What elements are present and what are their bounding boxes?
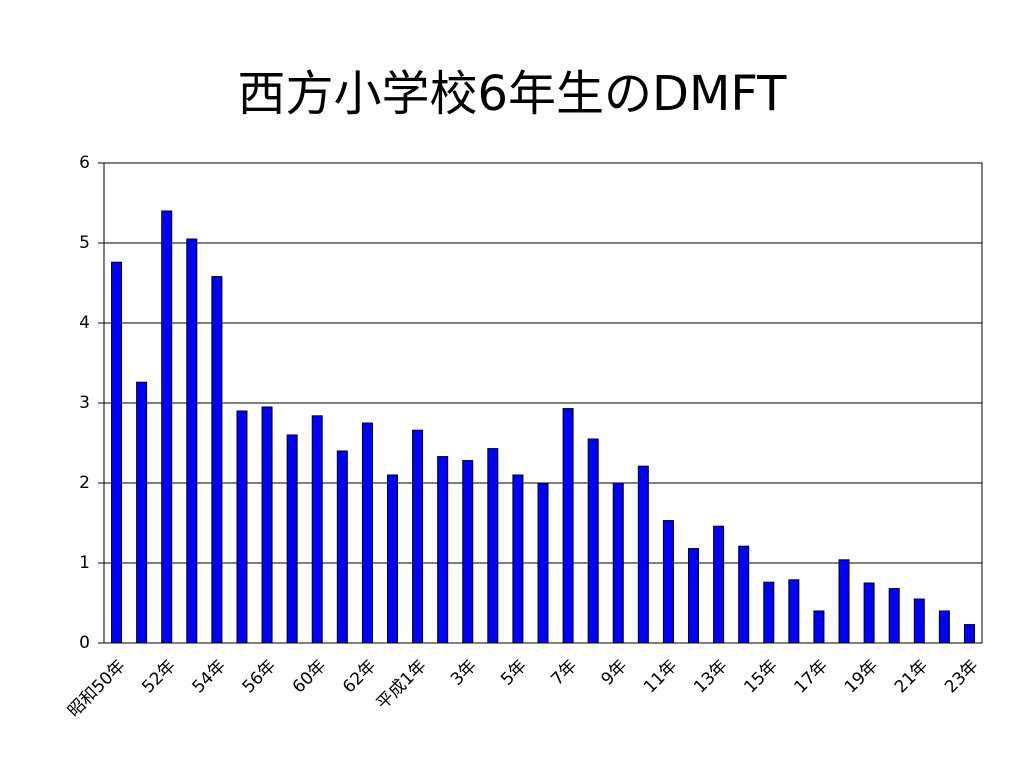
- bar: [186, 238, 198, 644]
- x-tick-label: 9年: [598, 656, 632, 690]
- bar: [713, 525, 725, 644]
- y-tick-label: 1: [79, 553, 90, 573]
- x-tick-label: 52年: [138, 656, 179, 697]
- x-tick-label: 56年: [239, 656, 280, 697]
- chart-title: 西方小学校6年生のDMFT: [237, 66, 787, 122]
- bar: [487, 448, 499, 644]
- bar: [738, 545, 750, 644]
- y-tick-label: 0: [79, 633, 90, 653]
- bar: [311, 415, 323, 644]
- bar: [412, 429, 424, 644]
- y-tick-label: 6: [79, 153, 90, 173]
- bar: [938, 610, 950, 644]
- bar: [612, 482, 624, 644]
- bar: [386, 474, 398, 644]
- x-tick-label: 62年: [339, 656, 380, 697]
- bar: [336, 450, 348, 644]
- x-tick-label: 13年: [690, 656, 731, 697]
- bar: [562, 408, 574, 644]
- x-tick-label: 23年: [941, 656, 982, 697]
- x-tick-label: 60年: [289, 656, 330, 697]
- bar: [838, 559, 850, 644]
- bar: [261, 406, 273, 644]
- bar: [688, 548, 700, 644]
- x-tick-label: 7年: [547, 656, 581, 690]
- bar: [863, 582, 875, 644]
- x-tick-label: 11年: [640, 656, 681, 697]
- bar: [913, 598, 925, 644]
- bar: [437, 456, 449, 644]
- y-tick-label: 2: [79, 473, 90, 493]
- bar: [361, 422, 373, 644]
- y-tick-label: 4: [79, 313, 90, 333]
- bar: [161, 210, 173, 644]
- x-tick-label: 昭和50年: [64, 656, 130, 722]
- bar: [888, 588, 900, 644]
- bar: [537, 483, 549, 644]
- bar: [587, 438, 599, 644]
- bar: [763, 581, 775, 644]
- x-tick-label: 平成1年: [373, 656, 431, 714]
- bar: [637, 465, 649, 644]
- x-tick-label: 3年: [447, 656, 481, 690]
- x-tick-label: 19年: [841, 656, 882, 697]
- bar: [286, 434, 298, 644]
- bar: [136, 381, 148, 644]
- bar: [662, 520, 674, 644]
- bar: [788, 579, 800, 644]
- bar: [111, 261, 123, 644]
- bar: [236, 410, 248, 644]
- x-tick-label: 15年: [740, 656, 781, 697]
- bar: [963, 624, 975, 644]
- x-tick-label: 54年: [188, 656, 229, 697]
- x-tick-label: 21年: [891, 656, 932, 697]
- x-tick-label: 5年: [497, 656, 531, 690]
- y-tick-label: 3: [79, 393, 90, 413]
- bar: [211, 276, 223, 644]
- y-tick-label: 5: [79, 233, 90, 253]
- bar: [512, 474, 524, 644]
- bar: [462, 460, 474, 644]
- x-tick-label: 17年: [791, 656, 832, 697]
- bar: [813, 610, 825, 644]
